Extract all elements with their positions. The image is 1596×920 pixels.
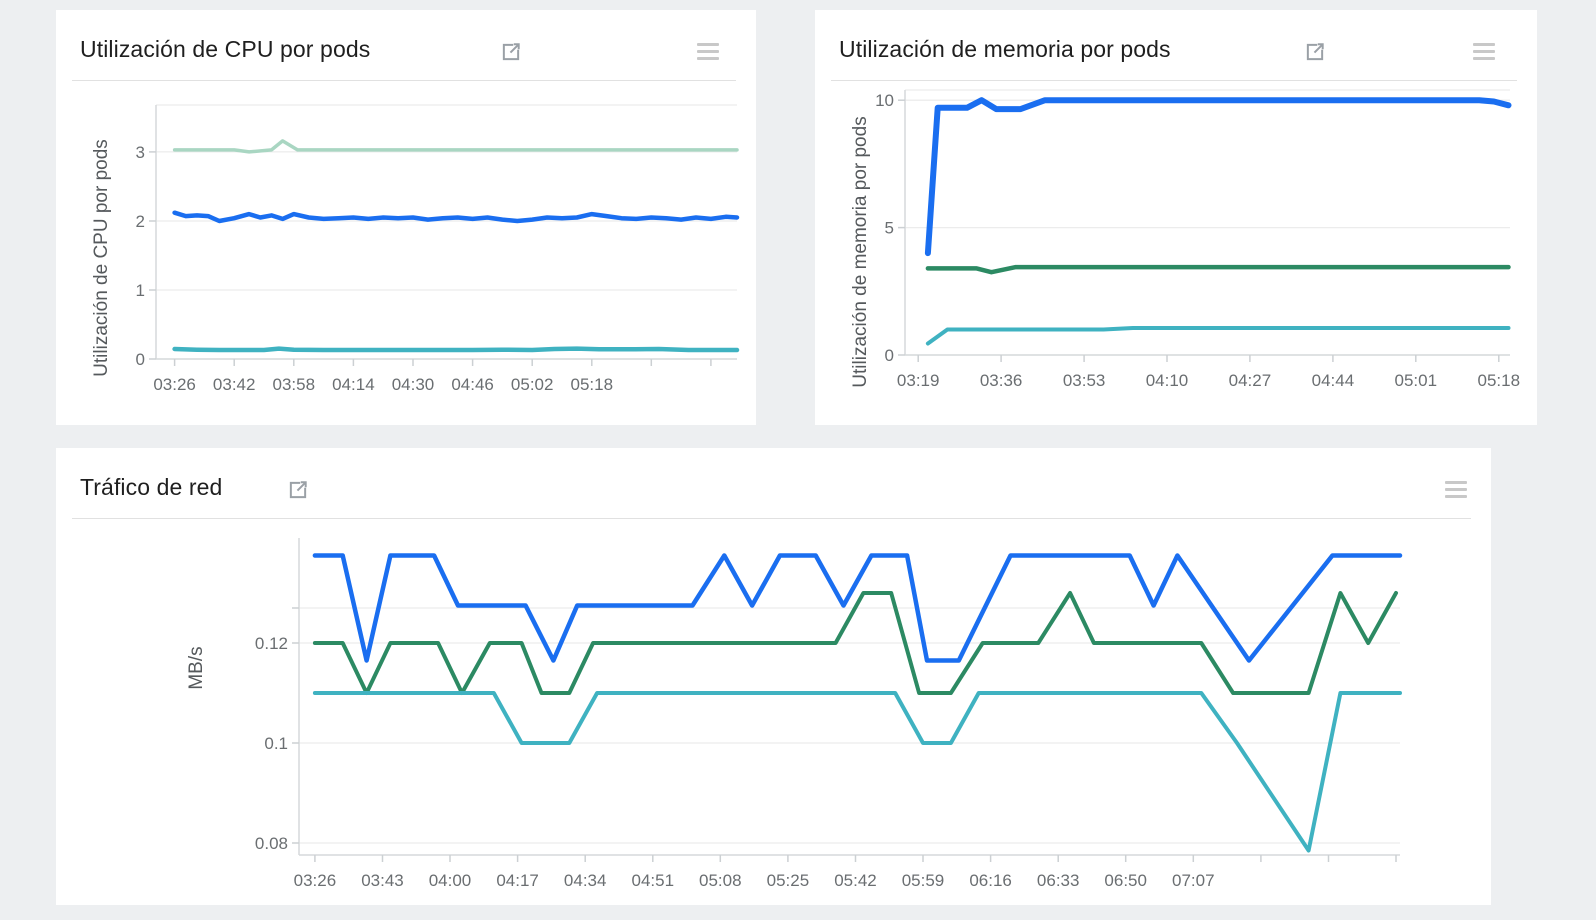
svg-text:03:43: 03:43 xyxy=(361,871,404,890)
memory-card-header: Utilización de memoria por pods xyxy=(815,10,1537,80)
menu-bar xyxy=(697,56,719,60)
svg-text:0.1: 0.1 xyxy=(264,734,288,753)
svg-text:06:33: 06:33 xyxy=(1037,871,1080,890)
svg-text:04:10: 04:10 xyxy=(1146,371,1189,390)
svg-text:03:26: 03:26 xyxy=(153,375,196,394)
menu-icon[interactable] xyxy=(1473,43,1495,60)
svg-text:06:50: 06:50 xyxy=(1104,871,1147,890)
svg-text:03:19: 03:19 xyxy=(897,371,940,390)
menu-bar xyxy=(1473,43,1495,47)
cpu-chart-canvas[interactable]: 03:26 03:42 03:58 04:14 04:30 04:46 05:02 05:18… xyxy=(56,10,756,425)
open-in-new-icon[interactable] xyxy=(287,479,309,501)
svg-text:04:30: 04:30 xyxy=(392,375,435,394)
svg-text:06:16: 06:16 xyxy=(969,871,1012,890)
svg-text:04:44: 04:44 xyxy=(1312,371,1355,390)
menu-bar xyxy=(1473,49,1495,54)
svg-text:04:34: 04:34 xyxy=(564,871,607,890)
menu-bar xyxy=(1473,56,1495,60)
network-chart-title: Tráfico de red xyxy=(80,474,223,500)
svg-text:04:51: 04:51 xyxy=(632,871,675,890)
network-card-header: Tráfico de red xyxy=(56,448,1491,518)
svg-text:03:26: 03:26 xyxy=(294,871,337,890)
svg-text:07:07: 07:07 xyxy=(1172,871,1215,890)
svg-text:0.12: 0.12 xyxy=(255,634,288,653)
svg-text:5: 5 xyxy=(885,219,894,238)
menu-bar xyxy=(1445,487,1467,492)
menu-icon[interactable] xyxy=(697,43,719,60)
cpu-chart-title: Utilización de CPU por pods xyxy=(80,36,371,62)
network-traffic-card: Tráfico de red MB/s 03:26 03:43 04:00 04:17… xyxy=(56,448,1491,905)
menu-icon[interactable] xyxy=(1445,481,1467,498)
svg-text:04:46: 04:46 xyxy=(451,375,494,394)
memory-utilization-card: Utilización de memoria por pods Utilizac… xyxy=(815,10,1537,425)
svg-text:2: 2 xyxy=(136,212,145,231)
svg-text:04:00: 04:00 xyxy=(429,871,472,890)
svg-text:0.08: 0.08 xyxy=(255,834,288,853)
header-separator xyxy=(72,518,1471,519)
memory-chart-canvas[interactable]: 03:19 03:36 03:53 04:10 04:27 04:44 05:01 05:18… xyxy=(815,10,1537,425)
svg-text:05:18: 05:18 xyxy=(1478,371,1521,390)
svg-text:0: 0 xyxy=(885,346,894,365)
svg-text:03:42: 03:42 xyxy=(213,375,256,394)
svg-text:03:36: 03:36 xyxy=(980,371,1023,390)
svg-text:03:53: 03:53 xyxy=(1063,371,1106,390)
svg-text:05:18: 05:18 xyxy=(571,375,614,394)
svg-text:1: 1 xyxy=(136,281,145,300)
svg-text:04:14: 04:14 xyxy=(332,375,375,394)
svg-text:05:59: 05:59 xyxy=(902,871,945,890)
memory-chart-title: Utilización de memoria por pods xyxy=(839,36,1171,62)
open-in-new-icon[interactable] xyxy=(1304,41,1326,63)
svg-text:04:17: 04:17 xyxy=(496,871,539,890)
menu-bar xyxy=(697,43,719,47)
svg-text:03:58: 03:58 xyxy=(273,375,316,394)
svg-text:3: 3 xyxy=(136,143,145,162)
header-separator xyxy=(831,80,1517,81)
svg-text:04:27: 04:27 xyxy=(1229,371,1272,390)
svg-text:05:02: 05:02 xyxy=(511,375,554,394)
menu-bar xyxy=(697,49,719,54)
cpu-card-header: Utilización de CPU por pods xyxy=(56,10,756,80)
svg-text:05:08: 05:08 xyxy=(699,871,742,890)
svg-text:05:25: 05:25 xyxy=(767,871,810,890)
cpu-utilization-card: Utilización de CPU por pods Utilización … xyxy=(56,10,756,425)
network-chart-canvas[interactable]: 03:26 03:43 04:00 04:17 04:34 04:51 05:08 05:25… xyxy=(56,448,1491,905)
svg-text:05:01: 05:01 xyxy=(1395,371,1438,390)
svg-text:05:42: 05:42 xyxy=(834,871,877,890)
header-separator xyxy=(72,80,736,81)
svg-text:0: 0 xyxy=(136,350,145,369)
open-in-new-icon[interactable] xyxy=(500,41,522,63)
svg-text:10: 10 xyxy=(875,91,894,110)
menu-bar xyxy=(1445,494,1467,498)
menu-bar xyxy=(1445,481,1467,485)
